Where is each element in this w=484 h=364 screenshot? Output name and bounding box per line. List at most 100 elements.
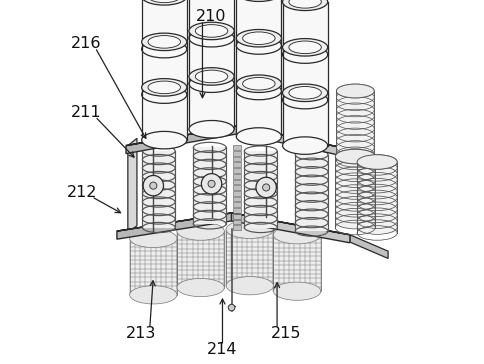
Text: 216: 216 bbox=[71, 36, 101, 51]
Polygon shape bbox=[126, 126, 238, 154]
Bar bbox=[233, 202, 240, 207]
Ellipse shape bbox=[141, 86, 186, 103]
Polygon shape bbox=[126, 126, 340, 147]
Polygon shape bbox=[236, 0, 281, 46]
Polygon shape bbox=[238, 126, 340, 155]
Bar bbox=[233, 168, 240, 173]
Ellipse shape bbox=[189, 68, 234, 85]
Ellipse shape bbox=[282, 39, 327, 56]
Polygon shape bbox=[177, 231, 224, 288]
Ellipse shape bbox=[148, 81, 180, 94]
Ellipse shape bbox=[282, 137, 327, 154]
Ellipse shape bbox=[189, 75, 234, 92]
Polygon shape bbox=[189, 31, 234, 84]
Bar bbox=[233, 197, 240, 201]
Ellipse shape bbox=[195, 70, 227, 83]
Ellipse shape bbox=[282, 91, 327, 109]
Polygon shape bbox=[231, 213, 349, 243]
Ellipse shape bbox=[189, 120, 234, 138]
Circle shape bbox=[150, 182, 156, 189]
Ellipse shape bbox=[189, 29, 234, 47]
Ellipse shape bbox=[177, 222, 224, 240]
Polygon shape bbox=[340, 147, 380, 169]
Ellipse shape bbox=[141, 79, 186, 96]
Circle shape bbox=[262, 184, 269, 191]
Ellipse shape bbox=[356, 155, 396, 169]
Text: 212: 212 bbox=[67, 185, 97, 201]
Text: 211: 211 bbox=[71, 105, 101, 120]
Ellipse shape bbox=[129, 286, 177, 304]
Polygon shape bbox=[189, 0, 234, 38]
Circle shape bbox=[143, 175, 163, 196]
Bar bbox=[233, 214, 240, 219]
Bar bbox=[233, 162, 240, 167]
Text: 213: 213 bbox=[125, 325, 155, 341]
Polygon shape bbox=[189, 76, 234, 129]
Text: 214: 214 bbox=[207, 342, 237, 357]
Ellipse shape bbox=[226, 277, 273, 295]
Ellipse shape bbox=[282, 0, 327, 11]
Ellipse shape bbox=[273, 282, 320, 300]
Polygon shape bbox=[141, 42, 186, 95]
Ellipse shape bbox=[236, 37, 281, 54]
Polygon shape bbox=[273, 235, 320, 291]
Polygon shape bbox=[349, 235, 387, 258]
Bar bbox=[233, 225, 240, 230]
Ellipse shape bbox=[288, 0, 321, 8]
Bar bbox=[233, 151, 240, 156]
Polygon shape bbox=[244, 151, 276, 228]
Ellipse shape bbox=[148, 36, 180, 48]
Polygon shape bbox=[282, 93, 327, 146]
Ellipse shape bbox=[236, 128, 281, 145]
Polygon shape bbox=[117, 213, 231, 239]
Ellipse shape bbox=[242, 78, 274, 90]
Ellipse shape bbox=[177, 278, 224, 297]
Bar bbox=[233, 174, 240, 179]
Polygon shape bbox=[117, 213, 349, 235]
Ellipse shape bbox=[141, 0, 186, 5]
Ellipse shape bbox=[195, 25, 227, 37]
Ellipse shape bbox=[141, 40, 186, 58]
Text: 210: 210 bbox=[196, 9, 227, 24]
Ellipse shape bbox=[236, 0, 281, 1]
Ellipse shape bbox=[334, 149, 375, 164]
Polygon shape bbox=[334, 157, 375, 228]
Ellipse shape bbox=[141, 33, 186, 51]
Circle shape bbox=[256, 177, 276, 198]
Ellipse shape bbox=[148, 0, 180, 3]
Polygon shape bbox=[282, 47, 327, 100]
Polygon shape bbox=[236, 84, 281, 136]
Bar bbox=[233, 208, 240, 213]
Ellipse shape bbox=[288, 41, 321, 54]
Ellipse shape bbox=[236, 29, 281, 47]
Polygon shape bbox=[142, 151, 175, 228]
Bar bbox=[233, 179, 240, 184]
Polygon shape bbox=[193, 147, 226, 224]
Ellipse shape bbox=[129, 229, 177, 248]
Ellipse shape bbox=[288, 87, 321, 99]
Polygon shape bbox=[356, 162, 396, 233]
Ellipse shape bbox=[226, 220, 273, 238]
Ellipse shape bbox=[236, 82, 281, 100]
Text: 215: 215 bbox=[271, 325, 301, 341]
Polygon shape bbox=[282, 2, 327, 55]
Bar bbox=[233, 191, 240, 196]
Ellipse shape bbox=[242, 32, 274, 44]
Polygon shape bbox=[141, 0, 186, 49]
Polygon shape bbox=[336, 91, 374, 160]
Circle shape bbox=[201, 174, 221, 194]
Bar bbox=[233, 185, 240, 190]
Bar bbox=[233, 145, 240, 150]
Circle shape bbox=[208, 180, 215, 187]
Polygon shape bbox=[226, 229, 273, 286]
Polygon shape bbox=[236, 38, 281, 91]
Polygon shape bbox=[128, 138, 136, 233]
Polygon shape bbox=[129, 238, 177, 295]
Ellipse shape bbox=[189, 22, 234, 40]
Ellipse shape bbox=[336, 84, 374, 98]
Ellipse shape bbox=[282, 46, 327, 63]
Polygon shape bbox=[141, 87, 186, 140]
Ellipse shape bbox=[236, 75, 281, 92]
Bar bbox=[233, 219, 240, 224]
Ellipse shape bbox=[273, 226, 320, 244]
